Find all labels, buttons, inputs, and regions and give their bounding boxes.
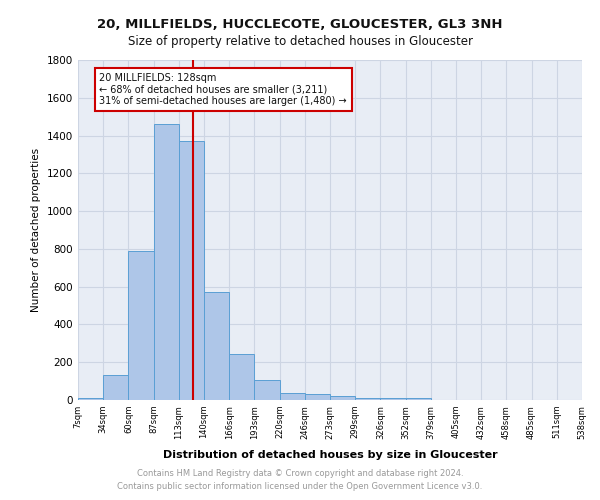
Text: 20, MILLFIELDS, HUCCLECOTE, GLOUCESTER, GL3 3NH: 20, MILLFIELDS, HUCCLECOTE, GLOUCESTER, …: [97, 18, 503, 30]
Text: Size of property relative to detached houses in Gloucester: Size of property relative to detached ho…: [128, 35, 473, 48]
Bar: [355, 398, 380, 400]
Bar: [280, 393, 305, 400]
Bar: [330, 396, 355, 400]
Bar: [406, 398, 431, 400]
Text: 20 MILLFIELDS: 128sqm
← 68% of detached houses are smaller (3,211)
31% of semi-d: 20 MILLFIELDS: 128sqm ← 68% of detached …: [100, 73, 347, 106]
Y-axis label: Number of detached properties: Number of detached properties: [31, 148, 41, 312]
Bar: [154, 124, 179, 400]
Bar: [179, 141, 204, 400]
Bar: [229, 354, 254, 400]
X-axis label: Distribution of detached houses by size in Gloucester: Distribution of detached houses by size …: [163, 450, 497, 460]
Bar: [103, 374, 128, 400]
Bar: [78, 398, 103, 400]
Bar: [128, 251, 154, 400]
Text: Contains HM Land Registry data © Crown copyright and database right 2024.
Contai: Contains HM Land Registry data © Crown c…: [118, 469, 482, 491]
Bar: [305, 394, 330, 400]
Bar: [380, 398, 406, 400]
Bar: [204, 292, 229, 400]
Bar: [254, 380, 280, 400]
